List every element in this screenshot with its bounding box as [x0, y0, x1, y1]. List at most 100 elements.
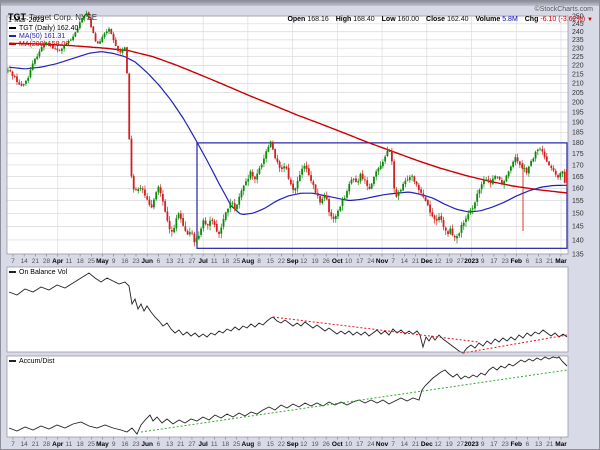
svg-text:14: 14 — [21, 441, 29, 448]
svg-text:14: 14 — [401, 441, 409, 448]
svg-text:28: 28 — [43, 441, 51, 448]
low-value: 160.00 — [397, 16, 420, 23]
svg-text:May: May — [96, 441, 109, 448]
open-value: 168.16 — [307, 16, 329, 23]
svg-text:230: 230 — [572, 46, 584, 53]
svg-text:Dec: Dec — [421, 258, 433, 265]
svg-text:May: May — [96, 258, 109, 265]
tgt-swatch-icon — [9, 27, 16, 30]
svg-text:18: 18 — [222, 441, 230, 448]
svg-text:135: 135 — [572, 251, 584, 258]
svg-text:165: 165 — [572, 174, 584, 181]
chart-date: 1-Mar-2023 — [8, 17, 45, 24]
svg-text:11: 11 — [66, 441, 73, 448]
svg-text:21: 21 — [177, 258, 185, 265]
svg-text:150: 150 — [572, 211, 584, 218]
svg-text:18: 18 — [76, 258, 84, 265]
svg-text:22: 22 — [278, 258, 286, 265]
ma50-swatch-icon — [9, 35, 16, 38]
accum-dist-swatch-icon — [9, 360, 16, 363]
svg-text:27: 27 — [457, 258, 465, 265]
high-label: High — [335, 16, 352, 23]
svg-text:Nov: Nov — [376, 258, 389, 265]
svg-text:14: 14 — [21, 258, 29, 265]
svg-text:Apr: Apr — [52, 258, 64, 265]
price-legend: TGT (Daily) 162.40 MA(50) 161.31 MA(200)… — [9, 25, 78, 49]
svg-text:17: 17 — [490, 441, 498, 448]
svg-text:140: 140 — [572, 237, 584, 244]
svg-text:7: 7 — [391, 258, 395, 265]
svg-text:190: 190 — [572, 119, 584, 126]
svg-text:21: 21 — [546, 441, 554, 448]
svg-text:24: 24 — [367, 258, 375, 265]
svg-text:17: 17 — [490, 258, 498, 265]
svg-text:160: 160 — [572, 186, 584, 193]
svg-text:Mar: Mar — [555, 441, 567, 448]
svg-text:250: 250 — [572, 13, 584, 20]
svg-text:13: 13 — [535, 258, 543, 265]
low-label: Low — [381, 16, 396, 23]
high-value: 168.40 — [353, 16, 375, 23]
obv-legend: On Balance Vol — [9, 269, 67, 277]
svg-text:26: 26 — [323, 441, 331, 448]
svg-text:25: 25 — [88, 258, 96, 265]
svg-text:Feb: Feb — [510, 258, 522, 265]
svg-text:7: 7 — [391, 441, 395, 448]
svg-text:11: 11 — [211, 258, 218, 265]
ma200-swatch-icon — [9, 43, 16, 46]
svg-text:2023: 2023 — [464, 441, 479, 448]
stockcharts-credit: ©StockCharts.com — [534, 6, 593, 13]
svg-text:27: 27 — [188, 258, 196, 265]
svg-text:27: 27 — [457, 441, 465, 448]
top-strip — [1, 1, 599, 6]
svg-text:11: 11 — [211, 441, 218, 448]
svg-text:19: 19 — [446, 258, 454, 265]
svg-text:21: 21 — [412, 441, 420, 448]
svg-text:Nov: Nov — [376, 441, 389, 448]
svg-text:Oct: Oct — [332, 258, 344, 265]
svg-text:22: 22 — [278, 441, 286, 448]
ticker-symbol: TGT — [8, 12, 26, 22]
svg-text:Feb: Feb — [510, 441, 522, 448]
svg-text:23: 23 — [132, 258, 140, 265]
svg-text:19: 19 — [311, 258, 319, 265]
svg-text:12: 12 — [434, 441, 442, 448]
legend-ma50: MA(50) 161.31 — [9, 33, 78, 41]
svg-text:Dec: Dec — [421, 441, 433, 448]
svg-text:25: 25 — [88, 441, 96, 448]
quote-bar: Open 168.16 High 168.40 Low 160.00 Close 162… — [282, 16, 593, 23]
svg-text:Mar: Mar — [555, 258, 567, 265]
svg-text:Jul: Jul — [198, 441, 208, 448]
svg-text:175: 175 — [572, 151, 584, 158]
svg-text:25: 25 — [233, 258, 241, 265]
svg-text:8: 8 — [257, 258, 261, 265]
volume-value: 5.8M — [502, 16, 518, 23]
svg-text:11: 11 — [66, 258, 73, 265]
svg-text:21: 21 — [546, 258, 554, 265]
svg-text:Sep: Sep — [287, 258, 299, 265]
company-name: Target Corp. NYSE — [29, 13, 98, 22]
svg-text:13: 13 — [166, 258, 174, 265]
svg-text:9: 9 — [481, 441, 485, 448]
svg-text:240: 240 — [572, 29, 584, 36]
svg-text:24: 24 — [367, 441, 375, 448]
svg-text:155: 155 — [572, 198, 584, 205]
svg-text:18: 18 — [76, 441, 84, 448]
svg-text:195: 195 — [572, 109, 584, 116]
svg-text:180: 180 — [572, 140, 584, 147]
svg-text:9: 9 — [112, 441, 116, 448]
svg-text:17: 17 — [356, 441, 364, 448]
svg-text:23: 23 — [501, 258, 509, 265]
svg-text:7: 7 — [11, 441, 15, 448]
svg-text:21: 21 — [32, 441, 40, 448]
obv-swatch-icon — [9, 271, 16, 274]
svg-text:185: 185 — [572, 130, 584, 137]
svg-text:6: 6 — [526, 258, 530, 265]
svg-text:18: 18 — [222, 258, 230, 265]
svg-text:2023: 2023 — [464, 258, 479, 265]
svg-text:12: 12 — [300, 258, 308, 265]
symbol-header: TGT Target Corp. NYSE — [8, 7, 97, 25]
svg-text:225: 225 — [572, 54, 584, 61]
svg-text:17: 17 — [356, 258, 364, 265]
svg-text:245: 245 — [572, 21, 584, 28]
